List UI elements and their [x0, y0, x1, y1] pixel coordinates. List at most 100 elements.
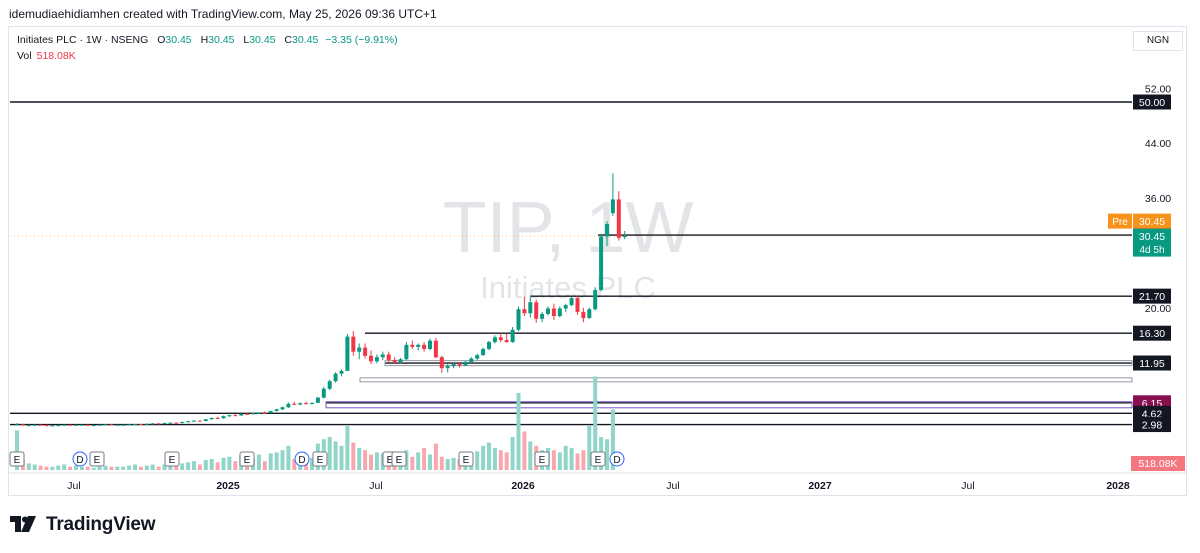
- candle: [451, 362, 456, 369]
- pre-tag-label: Pre: [1112, 217, 1128, 228]
- candle-body: [121, 424, 126, 426]
- candle: [339, 369, 344, 377]
- candle-body: [174, 422, 179, 424]
- event-marker-label: E: [539, 455, 546, 466]
- price-axis[interactable]: 52.0044.0036.0020.0050.0030.6021.7016.30…: [1108, 83, 1185, 471]
- candle-body: [327, 381, 332, 389]
- dividend-marker[interactable]: D: [72, 451, 88, 467]
- candle-body: [68, 424, 73, 426]
- candle-body: [262, 412, 267, 414]
- time-axis[interactable]: Jul 2025 Jul 2026 Jul 2027 Jul 2028: [8, 472, 1186, 492]
- candle: [504, 333, 509, 343]
- candle: [91, 424, 96, 427]
- candle-body: [569, 298, 574, 306]
- volume-bar: [416, 452, 421, 470]
- candle: [38, 424, 43, 426]
- candle-body: [392, 359, 397, 362]
- earnings-marker[interactable]: E: [534, 451, 550, 467]
- volume-bar: [197, 464, 202, 470]
- earnings-marker[interactable]: E: [164, 451, 180, 467]
- price-tick-label: 52.00: [1145, 83, 1171, 95]
- candle: [68, 424, 73, 426]
- candle: [97, 424, 102, 426]
- symbol-legend[interactable]: Initiates PLC · 1W · NSENG O30.45 H30.45…: [17, 34, 398, 46]
- price-tick-label: 44.00: [1145, 138, 1171, 150]
- horizontal-lines-layer[interactable]: [10, 101, 1133, 426]
- level-tag-label: 11.95: [1139, 358, 1165, 370]
- earnings-marker[interactable]: E: [9, 451, 25, 467]
- earnings-marker[interactable]: E: [89, 451, 105, 467]
- candle: [457, 361, 462, 368]
- volume-legend[interactable]: Vol 518.08K: [17, 50, 76, 62]
- candle: [233, 414, 238, 417]
- tradingview-logo[interactable]: TradingView: [10, 514, 156, 536]
- event-markers-layer[interactable]: E D E E E D E E E E E DE: [9, 451, 625, 467]
- candle: [215, 416, 220, 419]
- candle-body: [522, 309, 527, 314]
- time-tick-label: Jul: [666, 480, 679, 492]
- event-marker-label: E: [387, 455, 394, 466]
- candle-body: [292, 403, 297, 405]
- candle: [192, 420, 196, 422]
- candle: [563, 303, 568, 312]
- earnings-marker[interactable]: E: [458, 451, 474, 467]
- volume-bar: [310, 457, 314, 470]
- volume-bar: [439, 456, 444, 470]
- candle: [310, 402, 314, 405]
- candle-body: [439, 357, 444, 369]
- volume-bar: [109, 466, 114, 470]
- chart-pane[interactable]: [8, 26, 1187, 496]
- candle-body: [410, 344, 415, 347]
- dividend-badge: [294, 451, 310, 467]
- candle-body: [369, 355, 373, 362]
- volume-bar: [97, 466, 102, 470]
- candle: [268, 410, 273, 414]
- earnings-marker[interactable]: E: [239, 451, 255, 467]
- candle-body: [575, 298, 580, 312]
- currency-selector[interactable]: NGN: [1133, 31, 1183, 51]
- candle-body: [85, 424, 90, 426]
- volume-bar: [504, 452, 509, 470]
- volume-bar: [215, 462, 220, 470]
- dividend-marker[interactable]: D: [609, 451, 625, 467]
- candle: [298, 402, 303, 406]
- time-tick-label: 2025: [216, 480, 240, 492]
- candle-body: [91, 425, 96, 427]
- volume-bar: [475, 451, 480, 470]
- candle: [79, 424, 84, 426]
- candle-body: [540, 313, 545, 319]
- candle-body: [20, 424, 25, 426]
- candle-body: [363, 347, 368, 356]
- volume-bar: [428, 454, 432, 470]
- candle: [557, 306, 562, 318]
- candle: [345, 333, 350, 371]
- volume-bar: [369, 454, 373, 470]
- tradingview-logo-icon: [10, 516, 36, 532]
- earnings-marker[interactable]: E: [391, 451, 407, 467]
- volume-bar: [262, 461, 267, 470]
- volume-bar: [487, 442, 491, 470]
- volume-bar: [168, 463, 173, 470]
- volume-label: Vol: [17, 50, 32, 62]
- candle: [209, 417, 214, 420]
- pre-price-tag-label: 30.45: [1139, 216, 1165, 228]
- earnings-marker[interactable]: E: [312, 451, 328, 467]
- dividend-marker[interactable]: D: [294, 451, 310, 467]
- candle-body: [215, 417, 220, 419]
- volume-bar: [569, 448, 574, 470]
- candle: [351, 331, 356, 356]
- candle-body: [616, 199, 621, 238]
- earnings-marker[interactable]: E: [590, 451, 606, 467]
- candle-body: [26, 425, 31, 427]
- candle: [386, 351, 391, 363]
- candle: [581, 307, 586, 323]
- volume-bar: [551, 450, 556, 470]
- candle-body: [563, 305, 568, 309]
- candle: [197, 420, 202, 422]
- symbol-title[interactable]: Initiates PLC · 1W · NSENG: [17, 34, 149, 46]
- volume-bar: [593, 376, 598, 470]
- candle: [551, 303, 556, 321]
- candle: [416, 343, 421, 351]
- candle: [321, 386, 326, 399]
